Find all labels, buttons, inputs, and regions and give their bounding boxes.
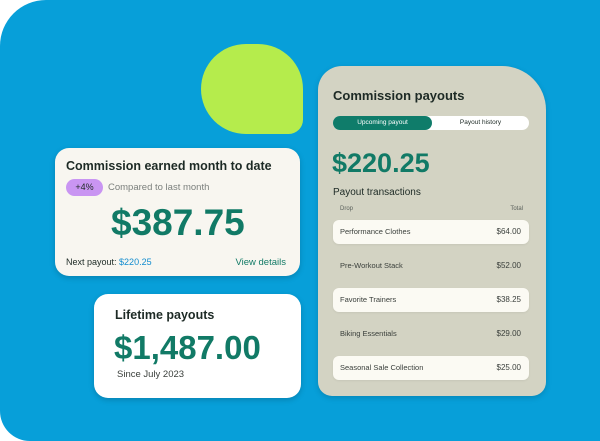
commission-payouts-panel: Commission payouts Upcoming payout Payou…	[318, 66, 546, 396]
transaction-row[interactable]: Pre-Workout Stack $52.00	[333, 254, 529, 278]
payout-tab-switch: Upcoming payout Payout history	[333, 116, 529, 130]
view-details-link[interactable]: View details	[235, 257, 286, 268]
earned-amount: $387.75	[111, 202, 245, 243]
transaction-name: Biking Essentials	[340, 329, 397, 338]
transaction-row[interactable]: Seasonal Sale Collection $25.00	[333, 356, 529, 380]
decorative-blob	[201, 44, 303, 134]
transaction-row[interactable]: Performance Clothes $64.00	[333, 220, 529, 244]
transaction-total: $38.25	[496, 295, 521, 304]
upcoming-payout-amount: $220.25	[332, 148, 430, 178]
transaction-name: Favorite Trainers	[340, 295, 397, 304]
card-title: Commission earned month to date	[66, 159, 272, 173]
column-header-drop: Drop	[340, 206, 354, 212]
comparison-label: Compared to last month	[108, 182, 210, 193]
transaction-total: $64.00	[496, 227, 521, 236]
next-payout-label: Next payout:	[66, 257, 117, 267]
transaction-row[interactable]: Biking Essentials $29.00	[333, 322, 529, 346]
transaction-total: $52.00	[496, 261, 521, 270]
transaction-name: Seasonal Sale Collection	[340, 363, 424, 372]
tab-upcoming-payout[interactable]: Upcoming payout	[333, 116, 432, 130]
lifetime-amount: $1,487.00	[114, 329, 261, 366]
commission-earned-card: Commission earned month to date +4% Comp…	[55, 148, 300, 276]
transaction-total: $25.00	[496, 363, 521, 372]
next-payout-value: $220.25	[119, 257, 152, 267]
transaction-name: Performance Clothes	[340, 227, 411, 236]
next-payout: Next payout: $220.25	[66, 257, 152, 267]
panel-title: Commission payouts	[333, 88, 465, 103]
change-badge: +4%	[66, 179, 103, 196]
transaction-row[interactable]: Favorite Trainers $38.25	[333, 288, 529, 312]
transactions-heading: Payout transactions	[333, 187, 421, 198]
column-header-total: Total	[510, 206, 523, 212]
tab-payout-history[interactable]: Payout history	[459, 119, 502, 126]
lifetime-payouts-card: Lifetime payouts $1,487.00 Since July 20…	[94, 294, 301, 398]
transaction-total: $29.00	[496, 329, 521, 338]
card-title: Lifetime payouts	[115, 308, 215, 322]
since-label: Since July 2023	[117, 369, 185, 380]
transaction-name: Pre-Workout Stack	[340, 261, 403, 270]
